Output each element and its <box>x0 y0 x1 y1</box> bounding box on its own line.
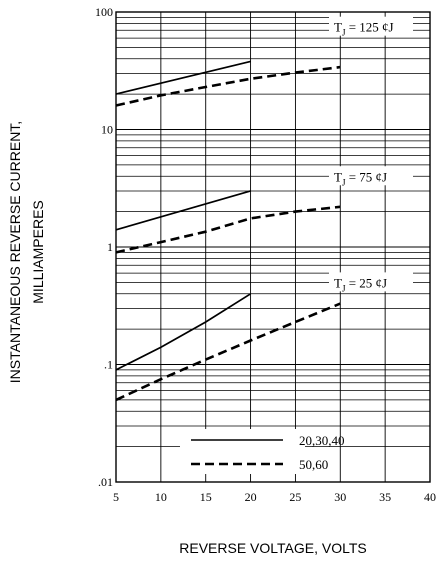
series-line-dashed <box>115 205 341 254</box>
callouts: TJ = 125 ¢J TJ = 75 ¢J TJ = 25 ¢J <box>329 16 413 293</box>
legend: 20,30,40 50,60 <box>180 429 345 474</box>
callout-label: TJ = 125 ¢J <box>334 20 394 38</box>
x-tick-label: 15 <box>200 490 212 504</box>
plot-frame <box>115 11 431 483</box>
y-axis-label-line-1: INSTANTANEOUS REVERSE CURRENT, <box>7 121 23 383</box>
callout-background <box>329 272 413 292</box>
x-tick-label: 40 <box>424 490 436 504</box>
tick-labels: 5 10 15 20 25 30 35 40 100 10 1 .1 .01 <box>95 5 436 504</box>
legend-label: 20,30,40 <box>299 433 345 448</box>
y-tick-label: .1 <box>104 358 113 372</box>
series-line-solid <box>115 190 251 231</box>
x-tick-label: 30 <box>334 490 346 504</box>
callout-label: TJ = 25 ¢J <box>334 275 387 293</box>
callout-background <box>329 166 413 186</box>
callout-background <box>329 16 413 36</box>
x-tick-label: 10 <box>155 490 167 504</box>
y-tick-label: 1 <box>107 240 113 254</box>
y-tick-label: 10 <box>101 123 113 137</box>
y-axis-label-line-2: MILLIAMPERES <box>30 200 46 303</box>
series-line-dashed <box>115 302 341 402</box>
x-tick-label: 5 <box>113 490 119 504</box>
legend-box <box>180 429 305 474</box>
legend-label: 50,60 <box>299 457 328 472</box>
series-line-solid <box>115 293 252 371</box>
x-axis-label: REVERSE VOLTAGE, VOLTS <box>179 540 367 556</box>
series-group <box>115 60 341 402</box>
y-tick-label: 100 <box>95 5 113 19</box>
series-line-dashed <box>115 65 341 107</box>
x-tick-label: 20 <box>245 490 257 504</box>
x-tick-label: 25 <box>289 490 301 504</box>
x-tick-label: 35 <box>379 490 391 504</box>
y-tick-label: .01 <box>98 475 113 489</box>
callout-label: TJ = 75 ¢J <box>334 169 387 187</box>
series-line-solid <box>115 60 251 95</box>
